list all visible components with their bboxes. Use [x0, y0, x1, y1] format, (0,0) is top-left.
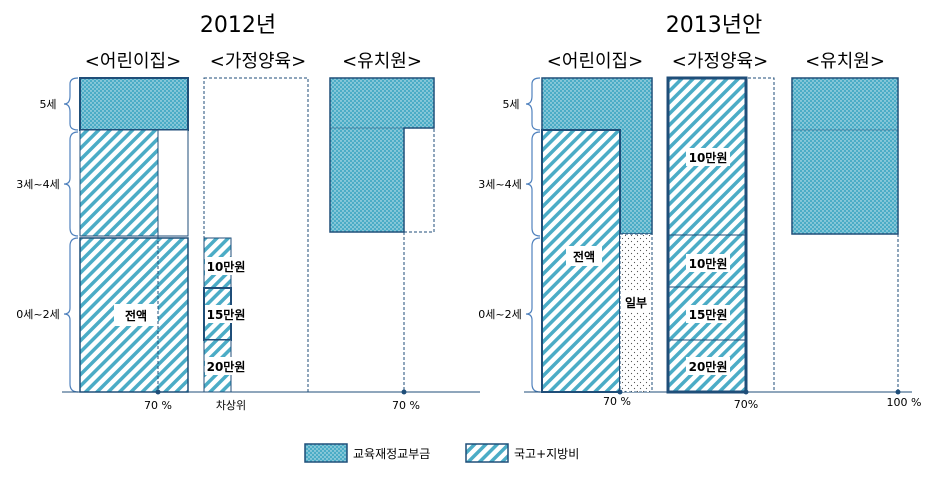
daycare-70-marker: [155, 389, 161, 395]
home-amount-3: 15만원: [689, 307, 728, 322]
home-70-marker: [743, 389, 749, 395]
home-amount-2: 10만원: [689, 256, 728, 271]
home-amount-bg-2: [686, 254, 730, 272]
age-brace-0-2: 0세~2세: [16, 237, 79, 393]
home-amount-1: 10만원: [207, 259, 246, 274]
panel-2013: 2013년안 <어린이집> <가정양육> <유치원> 5세 3세~4세 0세~2…: [478, 13, 921, 411]
legend-label-education-fund: 교육재정교부금: [353, 447, 430, 461]
age-brace-3-4: 3세~4세: [478, 131, 541, 237]
home-amount-bg-2: [205, 305, 247, 323]
home-amount-4: 20만원: [689, 359, 728, 374]
home-pct-label: 70%: [734, 398, 758, 411]
header-kindergarten: <유치원>: [805, 51, 885, 72]
home-amount-2: 15만원: [207, 307, 246, 322]
kinder-70-marker: [401, 389, 407, 395]
home-amount-bg-3: [686, 305, 730, 323]
age-label-3-4: 3세~4세: [478, 178, 521, 191]
home-care-frame: [666, 76, 748, 394]
age-label-3-4: 3세~4세: [16, 178, 59, 191]
home-amount-1: 10만원: [689, 150, 728, 165]
home-amount-bg-1: [686, 148, 730, 166]
age-label-5: 5세: [502, 98, 519, 111]
daycare-label-bg: [114, 304, 158, 326]
legend-swatch-national-local: [465, 443, 509, 463]
daycare-70-marker: [617, 389, 623, 395]
home-amount-bg-3: [205, 357, 247, 375]
header-daycare: <어린이집>: [547, 51, 643, 72]
daycare-full-label: 전액: [125, 308, 147, 323]
legend: 교육재정교부금 국고+지방비: [304, 443, 579, 463]
daycare-pct-label: 70 %: [144, 399, 172, 412]
age-label-5: 5세: [39, 98, 56, 111]
age-brace-5: 5세: [39, 77, 79, 131]
kinder-fund-block: [791, 77, 899, 235]
kinder-fund-block: [329, 77, 435, 233]
age-label-0-2: 0세~2세: [478, 308, 521, 321]
header-home-care: <가정양육>: [672, 51, 768, 72]
daycare-pct-label: 70 %: [603, 395, 631, 408]
kinder-pct-label: 70 %: [392, 399, 420, 412]
legend-swatch-education-fund: [304, 443, 348, 463]
age-brace-5: 5세: [502, 77, 541, 131]
daycare-partial-label: 일부: [625, 296, 647, 310]
panel-title: 2013년안: [666, 13, 762, 38]
home-amount-bg-1: [205, 257, 247, 275]
kinder-pct-label: 100 %: [887, 396, 922, 409]
panel-title: 2012년: [200, 13, 276, 38]
home-care-outline: [203, 77, 309, 393]
daycare-partial-block: [619, 233, 653, 393]
header-daycare: <어린이집>: [85, 51, 181, 72]
panel-2012: 2012년 <어린이집> <가정양육> <유치원> 5세 3세~4세 0세~2세…: [16, 13, 480, 412]
daycare-age5-block: [79, 77, 189, 131]
header-kindergarten: <유치원>: [342, 51, 422, 72]
kinder-100-marker: [895, 389, 901, 395]
daycare-partial-label-bg: [621, 292, 651, 312]
home-amount-3: 20만원: [207, 359, 246, 374]
age-brace-0-2: 0세~2세: [478, 237, 541, 393]
legend-label-national-local: 국고+지방비: [514, 447, 579, 461]
daycare-age3-4-empty: [157, 129, 189, 237]
daycare-age3-4-block: [79, 129, 159, 237]
daycare-full-label: 전액: [573, 249, 595, 264]
age-brace-3-4: 3세~4세: [16, 131, 79, 237]
age-label-0-2: 0세~2세: [16, 308, 59, 321]
home-pct-label: 차상위: [216, 399, 246, 412]
home-amount-bg-4: [686, 357, 730, 375]
header-home-care: <가정양육>: [210, 51, 306, 72]
daycare-label-bg: [566, 246, 602, 266]
